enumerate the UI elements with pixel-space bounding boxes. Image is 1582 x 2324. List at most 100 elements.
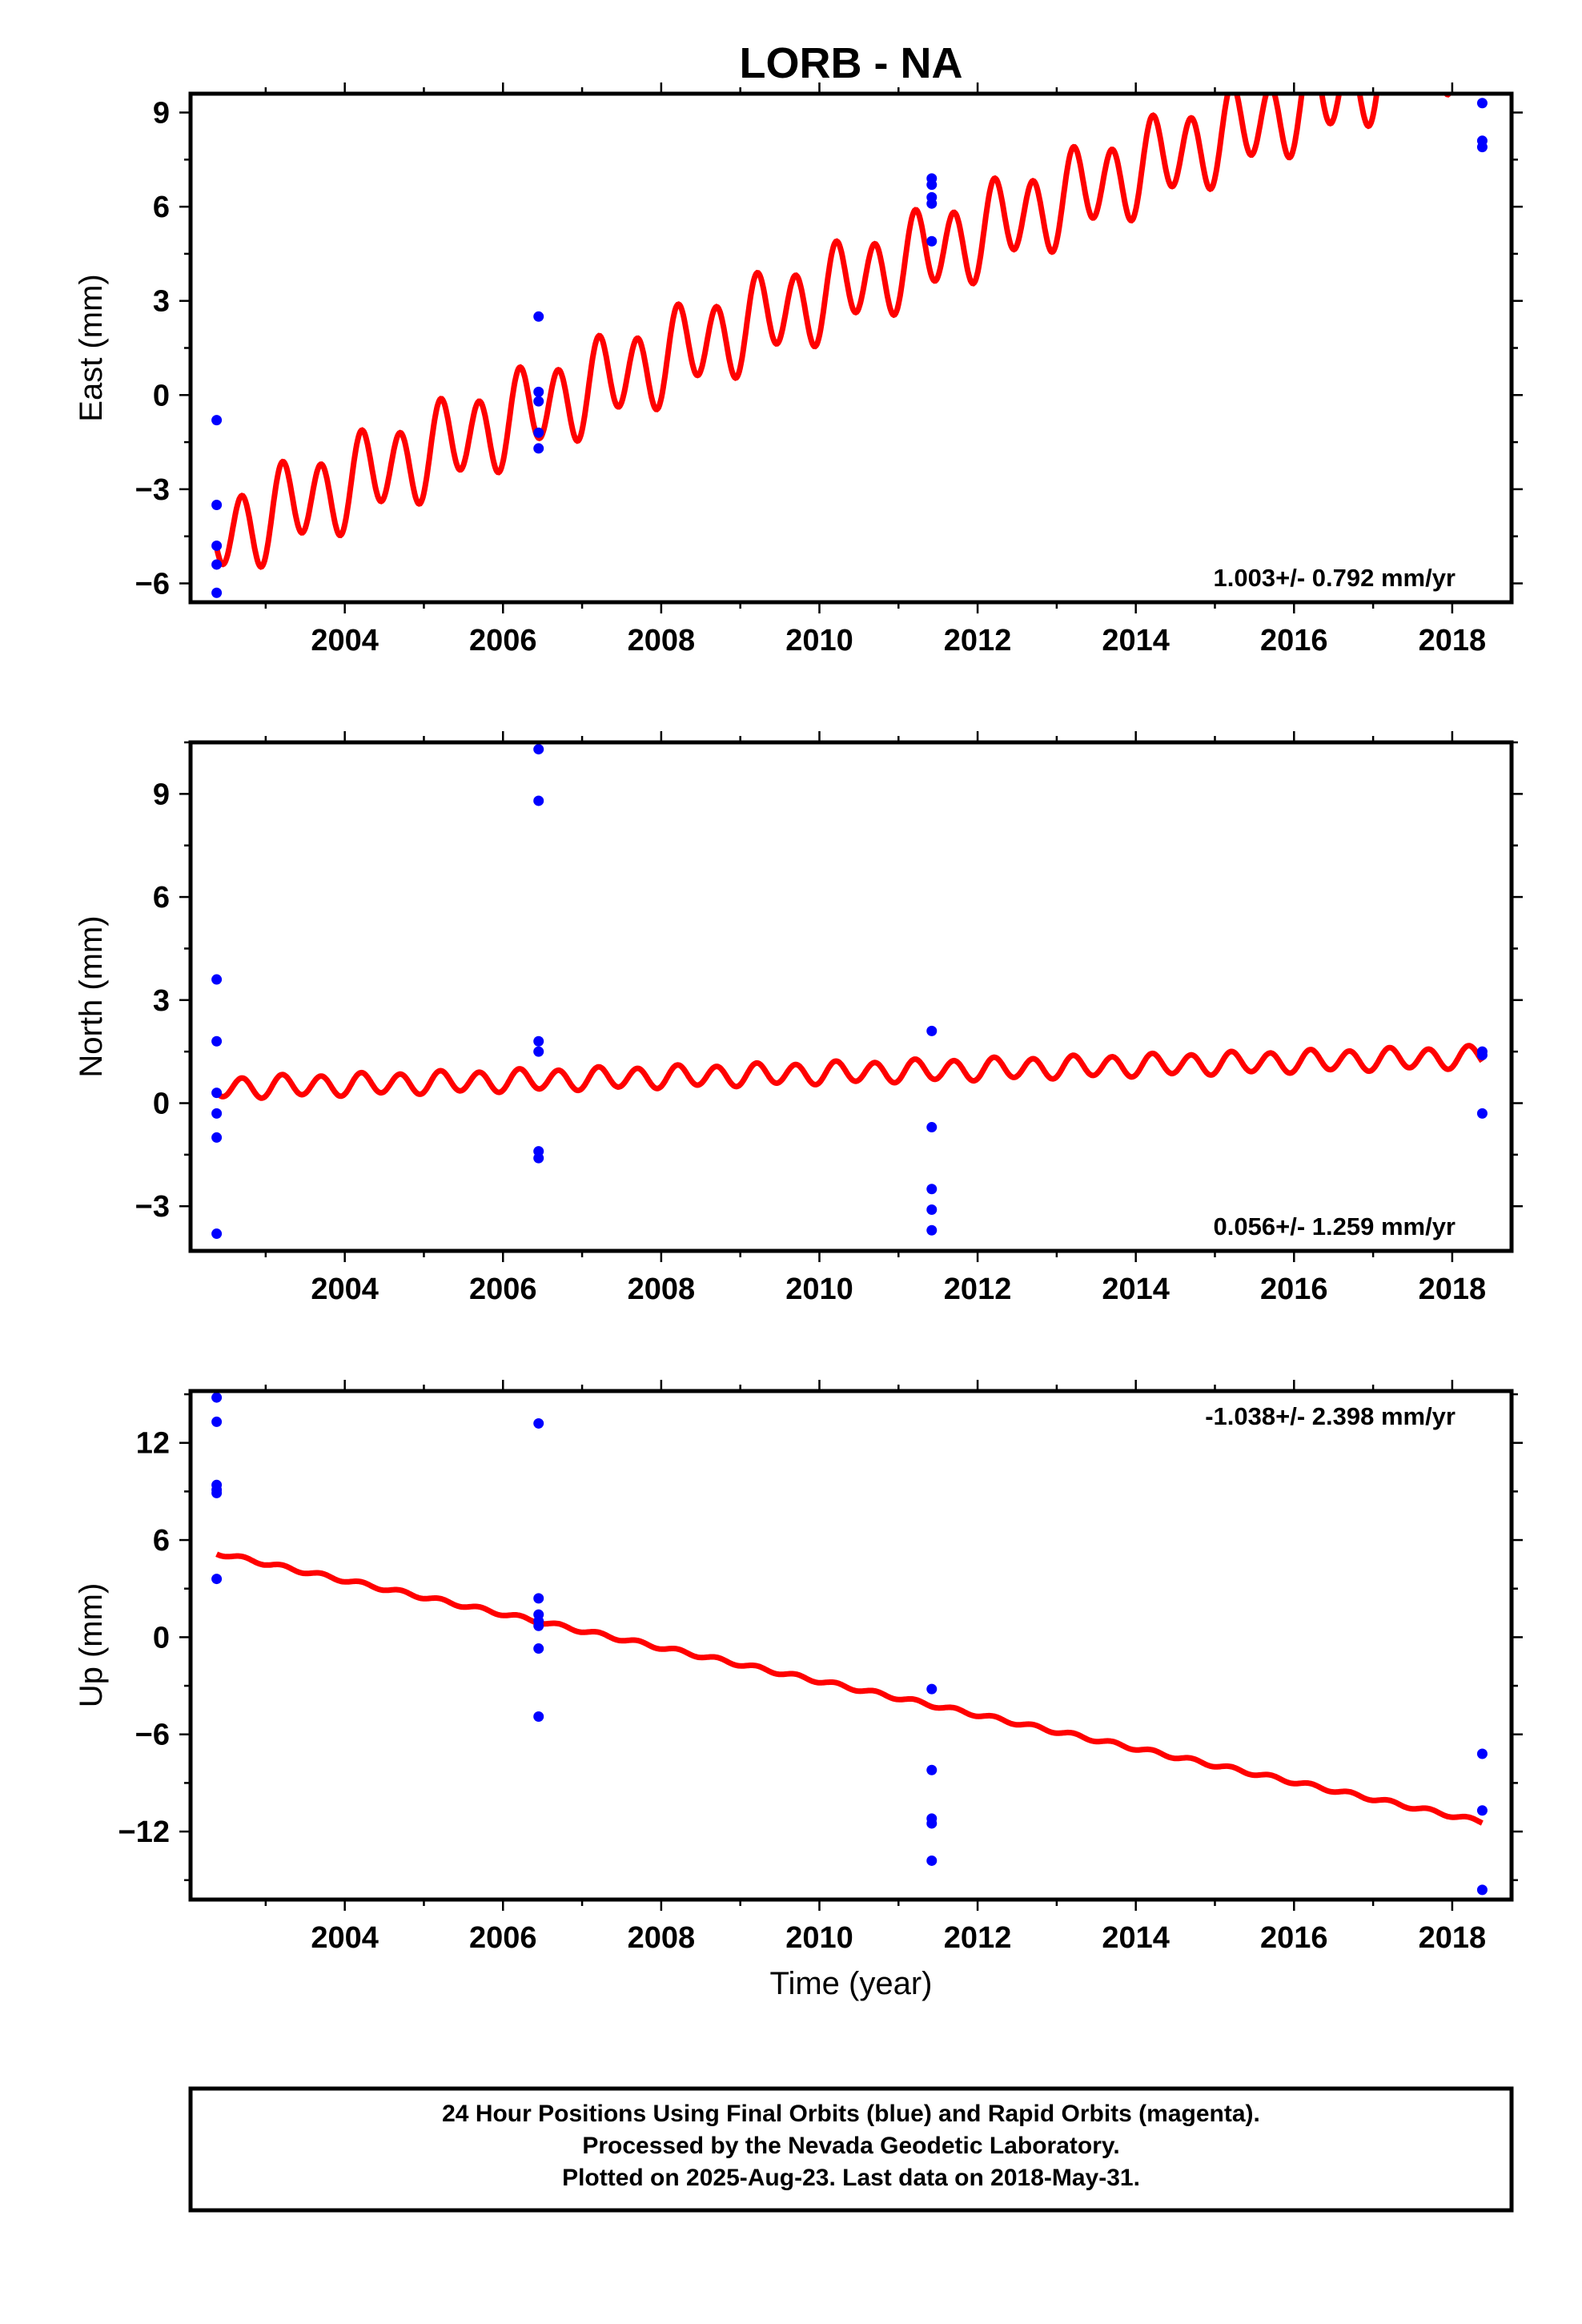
velocity-label: -1.038+/- 2.398 mm/yr: [1205, 1402, 1456, 1430]
x-axis-east: 2004 2006 2008 2010 2012 2014 2016 2018: [264, 82, 1487, 657]
data-point: [1476, 1805, 1488, 1816]
data-point: [926, 179, 938, 191]
y-tick-label: 0: [153, 379, 170, 412]
x-tick-label: 2012: [944, 1921, 1012, 1955]
velocity-label: 0.056+/- 1.259 mm/yr: [1214, 1212, 1456, 1240]
north-panel: 2004 2006 2008 2010 2012 2014 2016 2018 −3 0 3 6 9 No…: [74, 731, 1523, 1306]
x-tick-label: 2016: [1260, 624, 1328, 657]
data-point: [533, 443, 544, 454]
y-tick-label: −6: [135, 567, 170, 601]
x-tick-label: 2004: [311, 624, 379, 657]
y-tick-label: 9: [153, 97, 170, 131]
x-tick-label: 2006: [469, 624, 537, 657]
data-point: [533, 386, 544, 397]
data-point: [533, 311, 544, 322]
data-point: [1476, 1108, 1488, 1119]
data-point: [926, 1025, 938, 1036]
y-tick-label: 6: [153, 191, 170, 224]
data-point: [533, 1035, 544, 1047]
data-point: [211, 1416, 223, 1427]
data-point: [211, 1392, 223, 1403]
east-panel: 2004 2006 2008 2010 2012 2014 2016 2018 −6 −3 0 3 6 9…: [74, 82, 1523, 657]
data-point: [211, 1228, 223, 1240]
y-tick-label: −3: [135, 1190, 170, 1224]
x-tick-label: 2010: [785, 1921, 853, 1955]
data-point: [926, 1204, 938, 1216]
data-point: [211, 559, 223, 570]
points-up: [211, 1392, 1488, 1896]
velocity-label: 1.003+/- 0.792 mm/yr: [1214, 564, 1456, 592]
footer-frame: [188, 2086, 1514, 2213]
footer-line-2: Processed by the Nevada Geodetic Laborat…: [582, 2133, 1119, 2159]
y-axis-label: North (mm): [74, 915, 109, 1077]
plot-frame: [188, 740, 1514, 1253]
x-tick-label: 2016: [1260, 1273, 1328, 1306]
data-point: [926, 1855, 938, 1866]
data-point: [926, 198, 938, 209]
x-tick-label: 2010: [785, 1273, 853, 1306]
data-point: [926, 1224, 938, 1236]
x-tick-label: 2018: [1419, 1273, 1487, 1306]
points-north: [211, 744, 1488, 1240]
data-point: [926, 1764, 938, 1775]
data-point: [926, 1818, 938, 1829]
data-point: [533, 1643, 544, 1655]
model-line-north: [214, 1043, 1485, 1101]
x-tick-label: 2018: [1419, 624, 1487, 657]
data-point: [211, 540, 223, 551]
x-tick-label: 2008: [628, 624, 696, 657]
data-point: [926, 235, 938, 247]
y-axis-label: Up (mm): [74, 1583, 109, 1708]
model-line-east: [214, 94, 1452, 570]
points-east: [211, 98, 1488, 598]
data-point: [211, 1574, 223, 1585]
data-point: [211, 974, 223, 985]
x-tick-label: 2014: [1102, 1921, 1170, 1955]
x-tick-label: 2014: [1102, 624, 1170, 657]
data-point: [533, 1152, 544, 1164]
data-point: [211, 1035, 223, 1047]
x-tick-label: 2004: [311, 1273, 379, 1306]
y-tick-label: 3: [153, 984, 170, 1018]
x-tick-label: 2016: [1260, 1921, 1328, 1955]
data-point: [1476, 1884, 1488, 1896]
x-tick-label: 2010: [785, 624, 853, 657]
plot-frame: [188, 1389, 1514, 1902]
data-point: [211, 415, 223, 426]
data-point: [211, 1487, 223, 1498]
data-point: [533, 1417, 544, 1429]
x-tick-label: 2018: [1419, 1921, 1487, 1955]
y-tick-label: 9: [153, 778, 170, 811]
y-tick-label: 3: [153, 285, 170, 319]
data-point: [211, 1108, 223, 1119]
y-axis-up: −12 −6 0 6 12: [118, 1393, 1523, 1881]
data-point: [1476, 1748, 1488, 1759]
x-axis-up: 2004 2006 2008 2010 2012 2014 2016 2018: [264, 1380, 1487, 1955]
data-point: [1476, 98, 1488, 109]
y-tick-label: 12: [136, 1427, 170, 1461]
y-tick-label: −12: [118, 1815, 170, 1849]
y-tick-label: −6: [135, 1719, 170, 1752]
footer-box: 24 Hour Positions Using Final Orbits (bl…: [188, 2086, 1514, 2213]
data-point: [1476, 1049, 1488, 1060]
data-point: [926, 1683, 938, 1695]
data-point: [926, 1122, 938, 1133]
data-point: [533, 1620, 544, 1631]
footer-line-3: Plotted on 2025-Aug-23. Last data on 201…: [562, 2165, 1140, 2191]
y-tick-label: 6: [153, 881, 170, 915]
y-tick-label: 6: [153, 1524, 170, 1558]
x-tick-label: 2006: [469, 1921, 537, 1955]
data-point: [533, 427, 544, 438]
x-axis-label: Time (year): [770, 1966, 933, 2001]
y-axis-label: East (mm): [74, 274, 109, 421]
x-tick-label: 2004: [311, 1921, 379, 1955]
data-point: [533, 1711, 544, 1722]
y-tick-label: −3: [135, 473, 170, 507]
data-point: [533, 1593, 544, 1604]
x-tick-label: 2008: [628, 1921, 696, 1955]
y-tick-label: 0: [153, 1088, 170, 1121]
chart-title: LORB - NA: [740, 39, 963, 87]
data-point: [533, 396, 544, 407]
